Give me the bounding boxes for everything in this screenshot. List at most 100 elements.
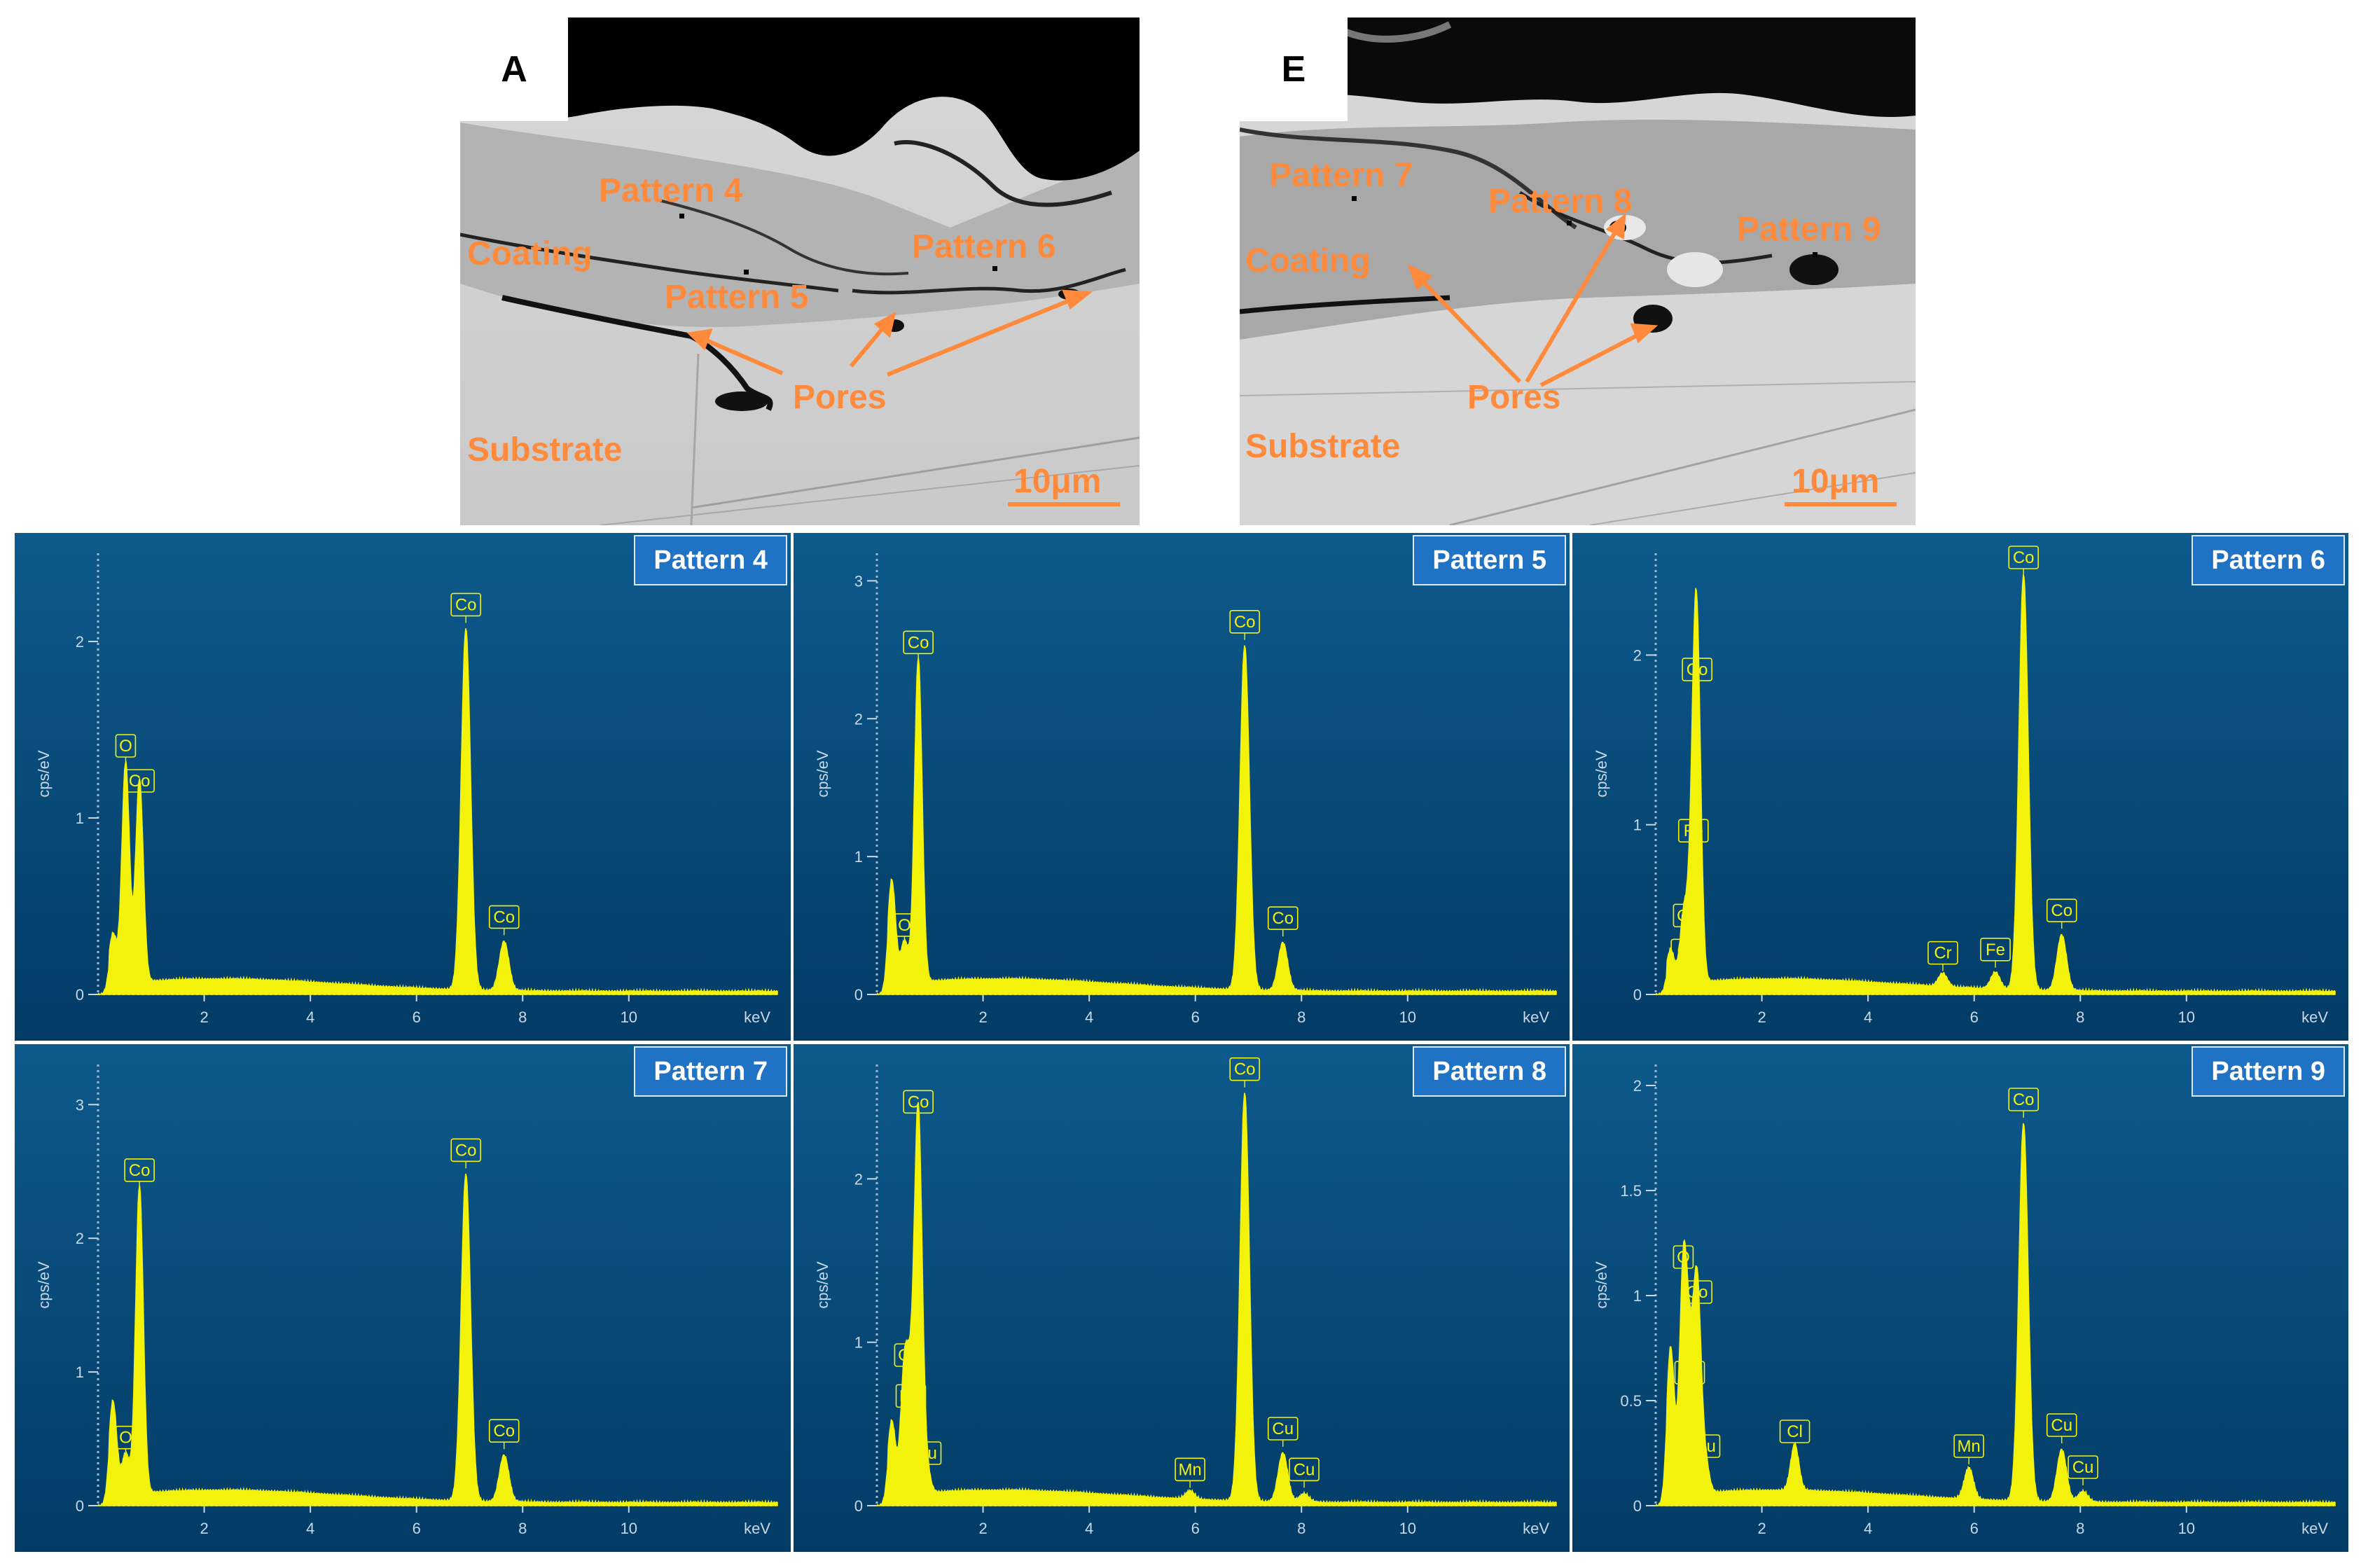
sem-image-e: E Pattern 7 Pattern 8 Pattern 9 Coating … [1240,18,1916,525]
label-substrate: Substrate [1245,428,1401,465]
x-axis-label: keV [1523,1520,1549,1537]
svg-text:Mn: Mn [1957,1437,1980,1456]
peak-label: Cu [1267,1417,1299,1447]
svg-text:O: O [1677,1248,1690,1267]
x-tick-label: 6 [1191,1520,1200,1537]
svg-text:Cu: Cu [1272,1420,1294,1438]
svg-text:O: O [119,1429,132,1448]
spectrum-series [875,1092,1557,1507]
x-tick-label: 2 [978,1008,987,1026]
peak-label: Co [450,1138,481,1169]
sem-image-a: A Pattern 4 Coating Pattern 6 Pattern 5 … [460,18,1140,525]
spectrum-plot: 0 1 2 2 4 6 8 10 keV cps/eV O Co Co Co [14,532,791,1041]
scale-bar [1785,502,1897,506]
x-tick-label: 10 [2178,1008,2195,1026]
x-axis-label: keV [2301,1520,2328,1537]
peak-label: O [115,1425,137,1456]
label-coating: Coating [1245,242,1371,279]
svg-text:Co: Co [129,1161,151,1180]
svg-text:Co: Co [908,1092,929,1111]
spectrum-title: Pattern 9 [2192,1046,2345,1097]
peak-label: Cu [1289,1457,1320,1488]
peak-label: Mn [895,1384,927,1415]
svg-text:Cr: Cr [1677,941,1695,960]
svg-text:Cu: Cu [2072,1458,2094,1477]
spectrum-title: Pattern 7 [634,1046,787,1097]
y-axis-label: cps/eV [35,750,53,798]
eds-spectrum-pattern-8: 0 1 2 2 4 6 8 10 keV cps/eV O Mn Co Cu Mn Co Cu Cu Pattern… [793,1043,1570,1553]
y-tick-label: 1 [76,810,84,827]
y-tick-label: 2 [76,1230,84,1247]
svg-text:O: O [1677,906,1690,925]
x-axis-label: keV [1523,1008,1549,1026]
x-tick-label: 8 [1297,1008,1306,1026]
y-tick-label: 1.5 [1620,1182,1642,1200]
peak-label: Co [1229,610,1260,640]
y-tick-label: 2 [1633,646,1642,664]
svg-text:Co: Co [1272,909,1294,928]
x-tick-label: 4 [1085,1520,1093,1537]
peak-label: Co [1267,906,1299,937]
spectrum-title: Pattern 8 [1413,1046,1566,1097]
peak-label: Co [450,592,481,623]
svg-text:Co: Co [2013,548,2035,567]
y-tick-label: 0 [854,1497,863,1515]
peak-label: Co [1229,1057,1260,1088]
x-tick-label: 8 [518,1008,527,1026]
svg-text:Co: Co [455,1141,477,1160]
label-pattern-8: Pattern 8 [1488,183,1633,220]
peak-label: Co [488,905,520,936]
svg-text:Co: Co [1687,1283,1708,1302]
svg-text:Cu: Cu [1294,1460,1315,1479]
y-tick-label: 1 [854,848,863,866]
svg-text:Cl: Cl [1787,1422,1803,1441]
label-pattern-9: Pattern 9 [1737,211,1881,248]
svg-text:Co: Co [2051,901,2072,920]
peak-label: Co [124,1158,155,1188]
svg-text:Co: Co [1234,1060,1256,1079]
eds-spectrum-pattern-9: 0 0.5 1 1.5 2 2 4 6 8 10 keV cps/eV O Mn Co Cu Cl Mn Co Cu C… [1572,1043,2349,1553]
x-tick-label: 8 [2076,1520,2084,1537]
eds-spectrum-pattern-7: 0 1 2 3 2 4 6 8 10 keV cps/eV O Co Co Co Pattern 7 [14,1043,791,1553]
y-tick-label: 2 [76,633,84,651]
y-tick-label: 1 [854,1334,863,1352]
y-tick-label: 2 [1633,1077,1642,1095]
peak-label: O [1673,1245,1694,1275]
svg-text:O: O [898,1346,911,1365]
spectrum-series [876,645,1557,996]
spectrum-title: Pattern 5 [1413,535,1566,585]
sem-micrograph [460,18,1140,525]
y-tick-label: 0 [1633,1497,1642,1515]
x-tick-label: 4 [306,1520,314,1537]
spectrum-plot: 0 1 2 3 2 4 6 8 10 keV cps/eV O Co Co Co [14,1043,791,1553]
peak-label: Cu [2046,1413,2077,1443]
peak-label: Fe [1678,819,1709,849]
x-tick-label: 2 [1757,1520,1766,1537]
svg-text:Fe: Fe [1684,821,1703,840]
peak-label: Cr [1670,938,1701,969]
y-tick-label: 0 [1633,986,1642,1004]
spectrum-plot: 0 0.5 1 1.5 2 2 4 6 8 10 keV cps/eV O Mn Co Cu Cl Mn Co Cu C… [1572,1043,2349,1553]
peak-label: Mn [1674,1361,1705,1391]
peak-label: Cu [1689,1434,1721,1464]
peak-label: Cr [1927,941,1958,971]
peak-label: Co [2046,899,2077,929]
panel-letter: A [460,18,568,121]
panel-letter: E [1240,18,1348,121]
peak-label: Co [1682,1280,1712,1310]
spectrum-plot: 0 1 2 3 2 4 6 8 10 keV cps/eV O Co Co Co [793,532,1570,1041]
scale-bar [1008,502,1120,506]
y-tick-label: 3 [76,1096,84,1113]
peak-label: Mn [1175,1457,1205,1488]
label-pores: Pores [793,379,887,416]
y-axis-label: cps/eV [35,1261,53,1309]
y-tick-label: 3 [854,572,863,590]
x-tick-label: 4 [1864,1520,1872,1537]
peak-label: Co [488,1419,520,1450]
peak-label: O [894,913,915,943]
scale-bar-label: 10μm [1013,463,1102,500]
peak-label: O [115,734,137,764]
spectrum-series [1655,1123,2336,1507]
svg-text:Co: Co [493,908,515,927]
svg-text:Co: Co [2013,1090,2035,1109]
